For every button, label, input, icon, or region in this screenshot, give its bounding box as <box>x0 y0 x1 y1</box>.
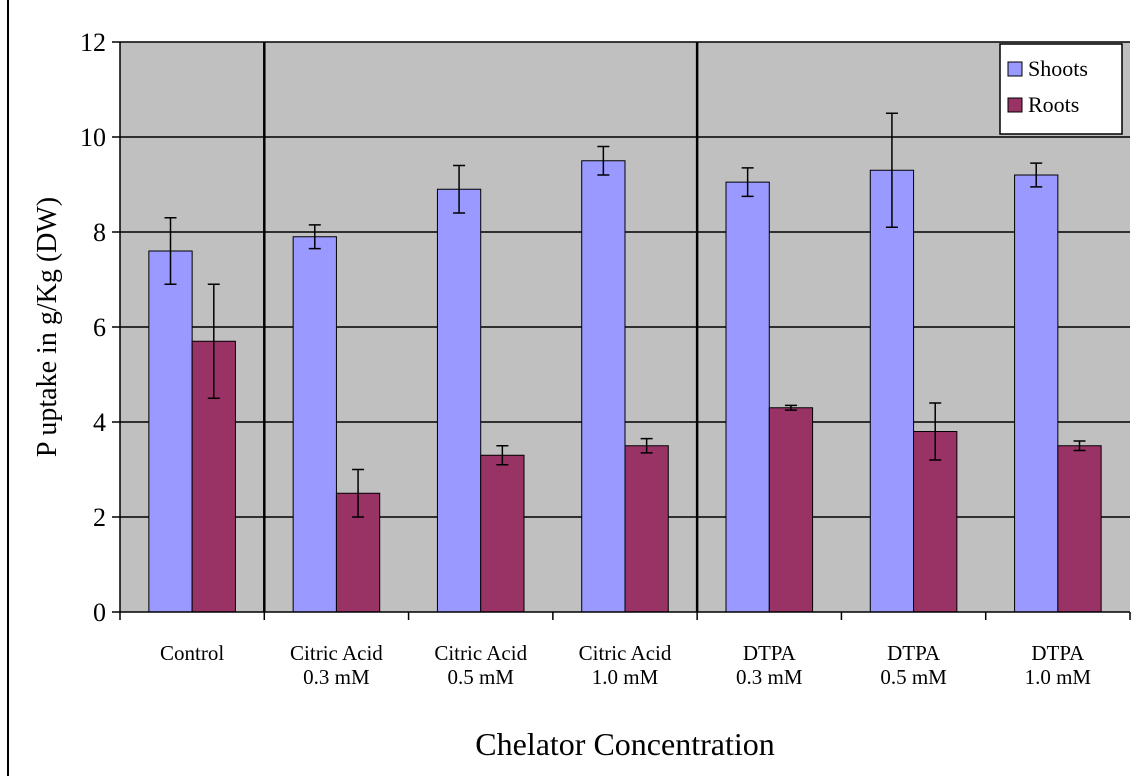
bar-shoots <box>292 236 337 613</box>
bar-shoots <box>436 188 482 613</box>
y-tick-label: 0 <box>93 598 106 627</box>
x-tick-label: DTPA 1.0 mM <box>1025 641 1092 689</box>
x-tick-label: DTPA 0.3 mM <box>736 641 803 689</box>
x-tick-label: Citric Acid 0.3 mM <box>290 641 383 689</box>
y-tick-label: 4 <box>93 408 106 437</box>
x-tick-label: Citric Acid 0.5 mM <box>434 641 527 689</box>
legend-swatch-shoots <box>1007 61 1023 77</box>
bar-shoots <box>148 250 193 613</box>
legend-swatch-roots <box>1007 97 1023 113</box>
error-bars <box>164 112 1086 518</box>
bar-shoots <box>581 160 626 613</box>
bar-roots <box>480 454 525 613</box>
legend: Shoots Roots <box>999 43 1123 135</box>
y-tick-label: 8 <box>93 218 106 247</box>
x-tick-label: DTPA 0.5 mM <box>880 641 947 689</box>
y-tick-label: 2 <box>93 503 106 532</box>
bar-roots <box>1057 445 1102 613</box>
x-tick-label: Control <box>160 641 224 665</box>
x-axis-label: Chelator Concentration <box>475 726 774 762</box>
y-tick-labels: 0 2 4 6 8 10 12 <box>80 28 106 627</box>
bar-shoots <box>869 169 915 613</box>
x-tick-label: Citric Acid 1.0 mM <box>579 641 672 689</box>
y-tick-label: 12 <box>80 28 106 57</box>
y-tick-label: 6 <box>93 313 106 342</box>
bar-roots <box>624 445 669 613</box>
x-tick-labels: Control Citric Acid 0.3 mM Citric Acid 0.5 m… <box>160 641 1091 689</box>
legend-label-shoots: Shoots <box>1028 56 1088 81</box>
bar-shoots <box>725 181 770 613</box>
legend-label-roots: Roots <box>1028 92 1079 117</box>
bar-shoots <box>1014 174 1059 613</box>
y-tick-label: 10 <box>80 123 106 152</box>
axes <box>112 41 1131 620</box>
bar-roots <box>768 407 814 613</box>
legend-box <box>999 43 1123 135</box>
y-axis-label: P uptake in g/Kg (DW) <box>32 197 63 457</box>
bars <box>148 160 1102 613</box>
group-separators <box>263 42 699 612</box>
